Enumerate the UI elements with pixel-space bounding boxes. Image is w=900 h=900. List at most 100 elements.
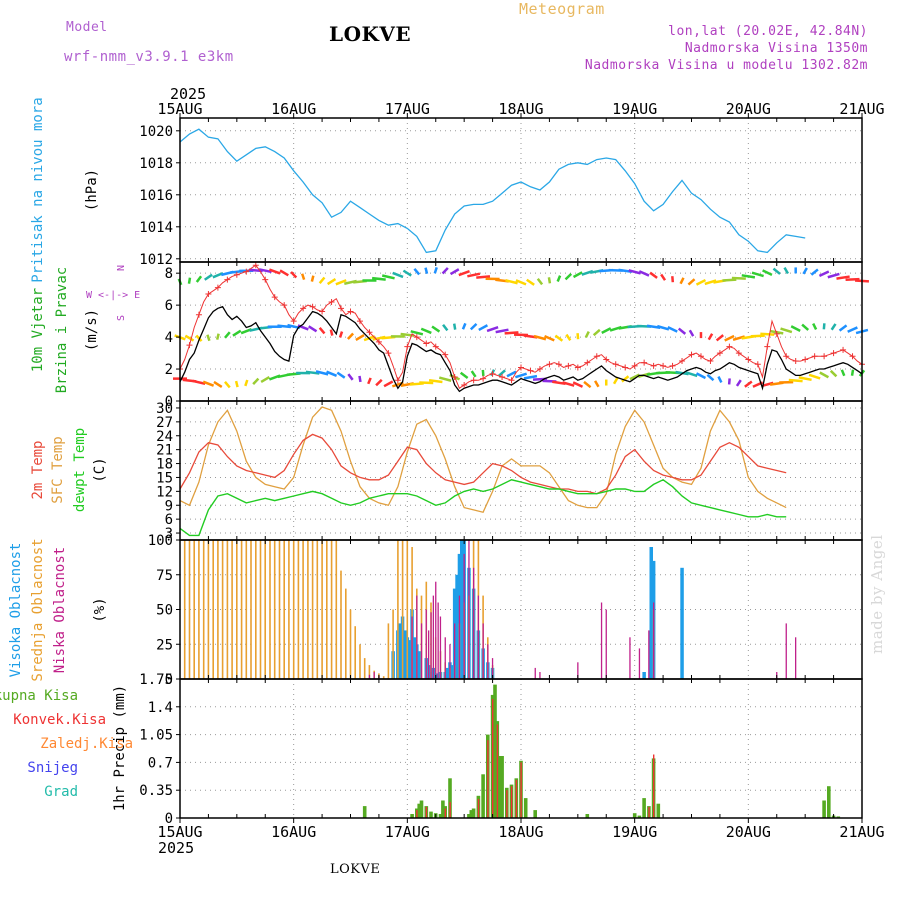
mid-cloud-bar: [326, 540, 328, 679]
low-cloud-bar: [373, 672, 375, 679]
wind-direction-arrow: [840, 369, 846, 377]
y-tick-label: 18: [156, 457, 173, 473]
total-precip-bar: [523, 798, 528, 818]
wind-direction-arrow: [504, 331, 519, 335]
total-precip-bar: [429, 811, 433, 818]
total-precip-bar: [642, 798, 646, 818]
wind-gust-marker: [499, 374, 506, 381]
wind-gust-marker: [650, 362, 657, 369]
wind-gust-marker: [423, 340, 430, 347]
total-precip-bar: [493, 684, 497, 818]
wind-direction-arrow: [459, 371, 469, 379]
wind-direction-arrow: [215, 333, 220, 340]
mid-cloud-bar: [392, 609, 394, 679]
wind-direction-arrow: [850, 369, 855, 376]
wind-direction-arrow: [258, 268, 272, 274]
wind-direction-arrow: [744, 380, 753, 388]
y-tick-label: 30: [156, 401, 173, 417]
conv-precip-bar: [496, 724, 499, 818]
meteogram-title: Meteogram: [519, 0, 605, 18]
wind-direction-arrow: [547, 277, 552, 284]
mid-cloud-bar: [202, 540, 205, 679]
wind-direction-arrow: [536, 277, 544, 286]
low-cloud-bar: [444, 637, 446, 679]
wind-direction-arrow: [812, 322, 818, 330]
low-cloud-bar: [458, 595, 461, 679]
wind-direction-arrow: [583, 380, 592, 389]
wind-direction-arrow: [667, 325, 678, 333]
high-cloud-ylabel: Visoka Oblacnost: [8, 543, 24, 678]
temp-2m-line: [179, 433, 787, 495]
wind-direction-arrow: [476, 275, 491, 279]
wind-gust-marker: [319, 308, 326, 315]
y-tick-label: 1018: [139, 156, 173, 172]
wind-direction-arrow: [305, 370, 320, 375]
wind-gust-marker: [233, 271, 240, 278]
mid-cloud-bar: [255, 540, 257, 679]
low-cloud-bar: [605, 609, 607, 679]
wind-direction-arrow: [760, 332, 775, 336]
wind-direction-arrow: [234, 380, 239, 388]
mid-cloud-bar: [307, 540, 309, 679]
pressure-line: [179, 128, 806, 254]
wind-gust-marker: [195, 311, 202, 318]
wind-direction-arrow: [204, 273, 213, 281]
sfc-temp-line: [179, 406, 787, 513]
wind-gust-marker: [821, 353, 828, 360]
wind-gust-marker: [271, 294, 278, 301]
wind-gust-marker: [603, 356, 610, 363]
mid-cloud-bar: [340, 570, 342, 679]
wind-direction-arrow: [783, 266, 789, 275]
wind-gust-marker: [792, 358, 799, 365]
x-day-label-top: 15AUG: [157, 100, 202, 118]
wind-gust-marker: [451, 374, 458, 381]
high-cloud-bar: [460, 540, 464, 679]
y-tick-label: 24: [156, 429, 173, 445]
y-tick-label: 0.35: [139, 783, 173, 799]
wind-gust-marker: [773, 330, 780, 337]
total-precip-bar: [362, 806, 367, 818]
wind-direction-arrow: [515, 279, 527, 286]
mid-cloud-bar: [226, 540, 229, 679]
wind-gust-marker: [707, 358, 714, 365]
wind-direction-arrow: [523, 374, 538, 380]
x-day-label-bottom: 19AUG: [612, 823, 657, 841]
wind-unit: (m/s): [84, 309, 100, 351]
model-label: Model: [66, 20, 108, 35]
total-precip-bar: [497, 756, 502, 818]
y-tick-label: 6: [165, 512, 173, 528]
wind-gust-marker: [641, 359, 648, 366]
mid-cloud-bar: [354, 626, 356, 679]
wind-gust-marker: [442, 351, 449, 358]
pressure-ylabel: Pritisak na nivou mora: [30, 97, 46, 282]
compass-s: S: [116, 315, 127, 321]
wind-gust-marker: [622, 364, 629, 371]
y-tick-label: 1020: [139, 124, 173, 140]
pressure-unit: (hPa): [84, 169, 100, 211]
lonlat-info: lon,lat (20.02E, 42.84N): [668, 24, 868, 39]
low-cloud-bar: [411, 616, 413, 679]
wind-direction-arrow: [338, 331, 344, 338]
mid-cloud-bar: [401, 540, 404, 679]
total-precip-bar: [438, 814, 443, 818]
mid-cloud-bar: [288, 540, 290, 679]
wind-direction-arrow: [819, 371, 830, 379]
mid-cloud-bar: [345, 588, 347, 679]
wind-direction-arrow: [308, 325, 318, 333]
low-cloud-bar: [795, 637, 797, 679]
wind-direction-arrow: [315, 370, 329, 376]
mid-cloud-bar: [368, 665, 371, 679]
low-cloud-bar: [437, 602, 439, 679]
wind-direction-arrow: [704, 279, 717, 286]
total-precip-bar: [656, 803, 661, 818]
wind-direction-arrow: [715, 334, 724, 342]
credit-text: made by Angel: [868, 534, 886, 654]
panels-layer: [180, 118, 862, 818]
sfc-temp-ylabel: SFC Temp: [50, 436, 66, 503]
y-tick-label: 4: [165, 330, 173, 346]
wind-direction-arrow: [252, 377, 260, 386]
wind-direction-arrow: [656, 324, 670, 331]
total-precip-bar: [632, 813, 637, 818]
conv-precip-bar: [487, 740, 489, 818]
wind-direction-arrow: [438, 376, 452, 382]
